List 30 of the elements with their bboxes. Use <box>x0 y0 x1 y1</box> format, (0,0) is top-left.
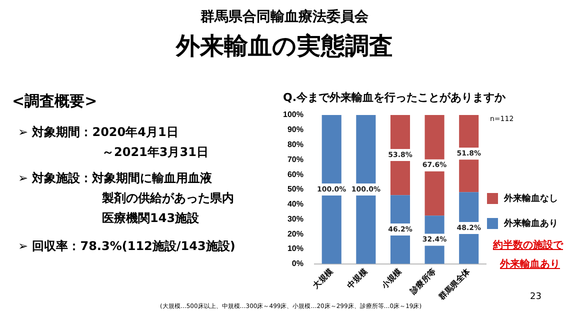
y-tick-label: 30% <box>287 214 304 224</box>
legend-label: 外来輸血なし <box>504 192 558 205</box>
x-tick-label: 群馬県全体 <box>436 266 473 302</box>
y-tick-label: 50% <box>287 184 304 194</box>
text: ➢ 対象施設：対象期間に輸血用血液 <box>18 170 212 187</box>
y-tick-label: 80% <box>287 140 304 149</box>
y-tick-label: 100% <box>282 110 304 120</box>
chart-title: Q.今まで外来輸血を行ったことがありますか <box>283 90 506 105</box>
text: 23 <box>530 292 542 302</box>
y-tick-label: 0% <box>292 259 304 268</box>
y-tick-label: 10% <box>287 244 304 254</box>
text: 群馬県合同輸血療法委員会 <box>200 8 370 26</box>
text: 医療機関143施設 <box>102 210 200 227</box>
y-tick-label: 40% <box>287 200 304 209</box>
x-tick-label: 中規模 <box>346 266 370 290</box>
y-tick-label: 60% <box>287 170 304 179</box>
text: ➢ 回収率：78.3%(112施設/143施設) <box>18 238 236 255</box>
y-tick-label: 20% <box>287 229 304 238</box>
x-tick-label: 小規模 <box>379 266 404 291</box>
text: 約半数の施設で <box>493 238 563 252</box>
y-tick-label: 90% <box>287 125 304 134</box>
y-tick-label: 70% <box>287 154 304 164</box>
text: ➢ 対象期間：2020年4月1日 <box>18 124 178 141</box>
x-tick-label: 診療所等 <box>407 266 438 297</box>
text: <調査概要> <box>12 92 98 111</box>
text: ～2021年3月31日 <box>102 144 208 161</box>
text: 外来輸血の実態調査 <box>174 31 394 62</box>
text: 製剤の供給があった県内 <box>102 190 234 207</box>
x-tick-label: 大規模 <box>311 266 336 290</box>
legend-label: 外来輸血あり <box>504 217 558 230</box>
